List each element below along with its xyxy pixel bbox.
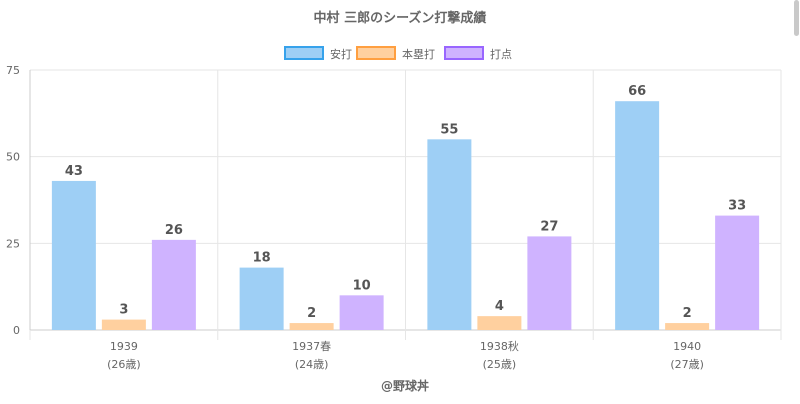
bar[interactable] [339,295,384,330]
data-label: 10 [353,278,371,293]
scrollbar-thumb[interactable] [794,0,799,36]
x-tick-sublabel: (27歳) [670,358,704,371]
legend-label[interactable]: 安打 [330,47,352,61]
bar[interactable] [477,316,522,330]
legend-swatch [284,46,324,60]
chart-footer: @野球丼 [381,378,429,393]
bar[interactable] [51,180,96,330]
data-label: 3 [119,303,128,318]
bar[interactable] [427,139,472,330]
legend: 安打 本塁打 打点 [284,46,512,61]
legend-label[interactable]: 打点 [490,47,512,61]
data-label: 26 [165,223,183,238]
x-tick-sublabel: (24歳) [295,358,329,371]
data-label: 4 [495,299,504,314]
data-label: 55 [440,122,458,137]
bars [51,101,760,330]
x-tick-label: 1940 [673,340,701,353]
data-label: 33 [728,199,746,214]
chart-title: 中村 三郎のシーズン打撃成績 [314,10,487,26]
data-labels: 43 3 26 18 2 10 55 4 27 66 2 33 [65,84,746,321]
data-label: 27 [540,219,558,234]
x-tick-sublabel: (26歳) [107,358,141,371]
data-label: 18 [253,251,271,266]
y-tick-label: 50 [6,151,20,164]
grid [29,69,782,340]
x-tick-label: 1939 [110,340,138,353]
legend-swatch [356,46,396,60]
data-label: 2 [307,306,316,321]
x-tick-sublabel: (25歳) [483,358,517,371]
legend-label[interactable]: 本塁打 [402,47,435,61]
bar[interactable] [239,267,284,330]
bar[interactable] [615,101,660,330]
legend-swatch [444,46,484,60]
data-label: 43 [65,164,83,179]
y-tick-label: 0 [13,324,20,337]
data-label: 66 [628,84,646,99]
bar[interactable] [101,319,146,330]
x-tick-label: 1937春 [292,340,331,353]
bar[interactable] [715,215,760,330]
bar[interactable] [527,236,572,330]
axes: 0 25 50 75 1939 (26歳) 1937春 (24歳) 1938秋 (25歳) 1940… [6,64,704,371]
x-tick-label: 1938秋 [480,339,519,353]
bar[interactable] [665,323,710,330]
y-tick-label: 25 [6,237,20,250]
y-tick-label: 75 [6,64,20,77]
bar[interactable] [289,323,334,330]
data-label: 2 [683,306,692,321]
bar[interactable] [151,239,196,330]
